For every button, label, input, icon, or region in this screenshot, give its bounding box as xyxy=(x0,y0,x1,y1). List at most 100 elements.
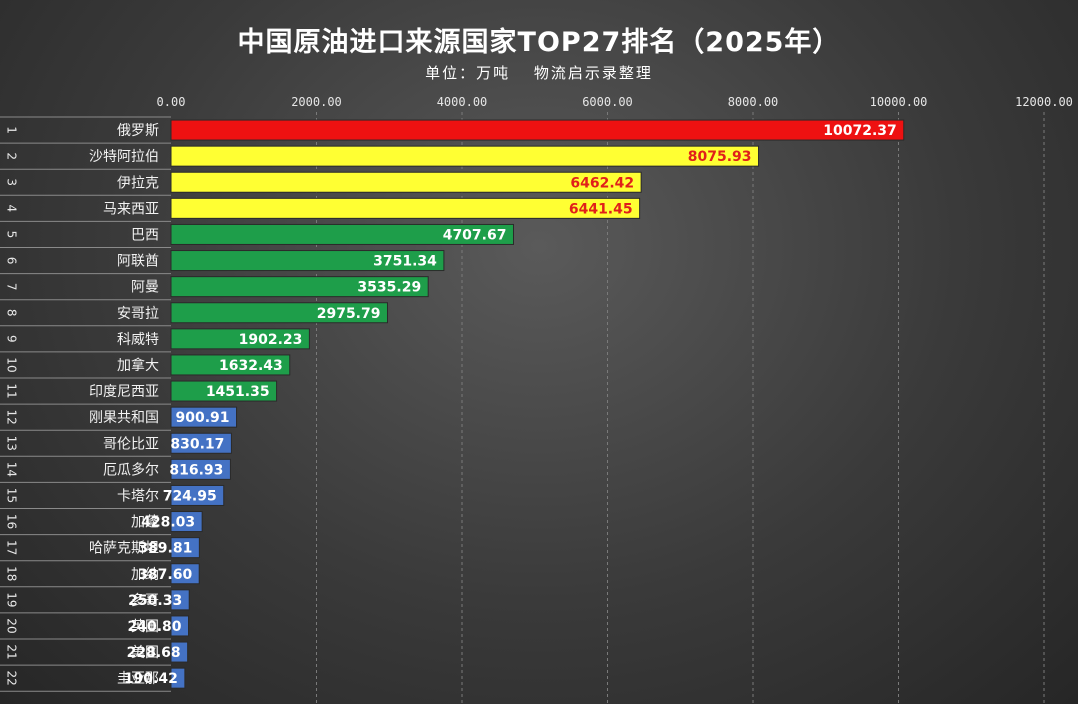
category-rows: 1 俄罗斯 2 沙特阿拉伯 3 伊拉克 4 马来西亚 5 巴西 6 阿联酋 7 阿曼 8 安哥拉 9 科威特 10 加… xyxy=(0,116,171,692)
bar xyxy=(170,276,429,298)
country-label: 加纳 xyxy=(131,567,159,583)
value-label: 240.80 xyxy=(127,619,181,635)
country-label: 沙特阿拉伯 xyxy=(89,149,159,165)
value-label: 6441.45 xyxy=(569,201,633,217)
value-label: 228.68 xyxy=(127,645,181,661)
rank-label: 8 xyxy=(5,309,19,317)
rank-label: 4 xyxy=(5,205,19,213)
value-label: 10072.37 xyxy=(823,123,897,139)
value-label: 4707.67 xyxy=(443,227,507,243)
country-label: 阿曼 xyxy=(131,280,159,296)
bar xyxy=(170,380,278,402)
rank-label: 1 xyxy=(5,126,19,134)
country-label: 卡塔尔 xyxy=(117,488,159,504)
country-label: 安哥拉 xyxy=(117,306,159,322)
value-label: 8075.93 xyxy=(688,149,752,165)
rank-label: 19 xyxy=(5,592,19,607)
bars: 10072.37 8075.93 6462.42 6441.45 4707.67 3751… xyxy=(124,119,905,689)
bar xyxy=(170,563,200,585)
rank-label: 20 xyxy=(5,618,19,633)
x-tick-label: 0.00 xyxy=(157,95,186,109)
rank-label: 18 xyxy=(5,566,19,581)
rank-label: 17 xyxy=(5,540,19,555)
country-label: 哈萨克斯坦 xyxy=(89,541,159,557)
x-tick-label: 6000.00 xyxy=(582,95,633,109)
bar xyxy=(170,328,310,350)
bar xyxy=(170,615,190,637)
rank-label: 22 xyxy=(5,671,19,686)
country-label: 多哥 xyxy=(131,592,159,609)
country-label: 英国 xyxy=(131,618,159,635)
x-tick-label: 12000.00 xyxy=(1015,95,1073,109)
country-label: 美国 xyxy=(131,645,159,661)
value-label: 1632.43 xyxy=(219,358,283,374)
value-label: 428.03 xyxy=(141,515,195,531)
country-label: 巴西 xyxy=(131,227,159,243)
value-label: 190.42 xyxy=(124,671,178,687)
rank-label: 16 xyxy=(5,514,19,529)
value-label: 816.93 xyxy=(169,462,223,478)
rank-label: 6 xyxy=(5,257,19,265)
x-tick-label: 2000.00 xyxy=(291,95,342,109)
country-label: 俄罗斯 xyxy=(117,123,159,139)
country-label: 印度尼西亚 xyxy=(89,384,159,400)
bar xyxy=(170,458,231,480)
rank-label: 11 xyxy=(5,383,19,398)
rank-label: 5 xyxy=(5,231,19,239)
bar xyxy=(170,484,225,506)
bar xyxy=(170,667,186,689)
rank-label: 10 xyxy=(5,357,19,372)
rank-label: 14 xyxy=(5,462,19,477)
country-label: 阿联酋 xyxy=(117,253,159,270)
country-label: 哥伦比亚 xyxy=(103,436,159,452)
country-label: 刚果共和国 xyxy=(89,410,159,426)
bar xyxy=(170,511,203,533)
bar xyxy=(170,171,642,193)
country-label: 加拿大 xyxy=(117,357,159,374)
value-label: 724.95 xyxy=(163,488,217,504)
rank-label: 2 xyxy=(5,152,19,160)
rank-label: 13 xyxy=(5,436,19,451)
value-label: 830.17 xyxy=(170,436,224,452)
bar xyxy=(170,589,190,611)
value-label: 1902.23 xyxy=(239,332,303,348)
bar xyxy=(170,302,388,324)
country-label: 圭亚那 xyxy=(117,671,159,687)
rank-label: 21 xyxy=(5,644,19,659)
bar xyxy=(170,406,238,428)
rank-label: 12 xyxy=(5,410,19,425)
value-label: 900.91 xyxy=(176,410,230,426)
country-label: 马来西亚 xyxy=(103,201,159,217)
chart-subtitle: 单位：万吨 物流启示录整理 xyxy=(425,64,653,82)
rank-label: 7 xyxy=(5,283,19,291)
x-tick-label: 4000.00 xyxy=(437,95,488,109)
bar xyxy=(170,537,200,559)
value-label: 3535.29 xyxy=(357,280,421,296)
country-label: 厄瓜多尔 xyxy=(103,461,159,478)
grid-lines xyxy=(316,112,1045,704)
rank-label: 9 xyxy=(5,335,19,343)
bar xyxy=(170,223,514,245)
chart-title: 中国原油进口来源国家TOP27排名（2025年） xyxy=(237,27,841,58)
value-label: 389.81 xyxy=(138,541,192,557)
x-axis-ticks: 0.00 2000.00 4000.00 6000.00 8000.00 10000.00… xyxy=(157,95,1073,109)
bar xyxy=(170,119,905,141)
country-label: 加蓬 xyxy=(131,515,159,531)
country-label: 科威特 xyxy=(117,332,159,348)
value-label: 250.33 xyxy=(128,593,182,609)
bar xyxy=(170,354,291,376)
rank-label: 15 xyxy=(5,488,19,503)
value-label: 6462.42 xyxy=(570,175,634,191)
value-label: 3751.34 xyxy=(373,254,437,270)
bar xyxy=(170,432,232,454)
bar xyxy=(170,641,189,663)
bar xyxy=(170,250,445,272)
bar xyxy=(170,197,641,219)
x-tick-label: 10000.00 xyxy=(870,95,928,109)
bar xyxy=(170,145,760,167)
value-label: 2975.79 xyxy=(317,306,381,322)
rank-label: 3 xyxy=(5,178,19,186)
country-label: 伊拉克 xyxy=(117,175,159,191)
x-tick-label: 8000.00 xyxy=(728,95,779,109)
